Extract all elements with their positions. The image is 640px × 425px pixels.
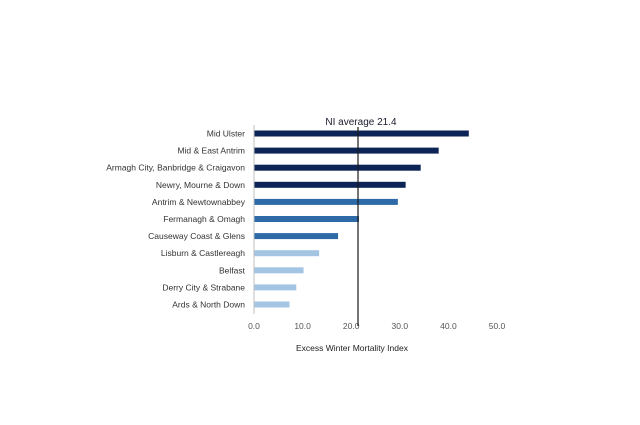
ni-average-label: NI average 21.4 [325, 117, 397, 128]
bar-4 [254, 198, 398, 205]
x-tick-label-2: 20.0 [343, 321, 360, 331]
category-label-7: Lisburn & Castlereagh [161, 248, 245, 258]
bar-7 [254, 250, 320, 257]
bar-1 [254, 147, 439, 154]
category-label-1: Mid & East Antrim [177, 146, 245, 156]
category-label-8: Belfast [219, 265, 246, 275]
bars-group [254, 130, 469, 308]
category-label-6: Causeway Coast & Glens [148, 231, 245, 241]
category-labels: Mid Ulster Mid & East Antrim Armagh City, … [106, 129, 245, 310]
bar-3 [254, 181, 406, 188]
category-label-9: Derry City & Strabane [162, 282, 245, 292]
x-axis-title: Excess Winter Mortality Index [296, 343, 409, 353]
category-label-10: Ards & North Down [172, 300, 245, 310]
category-label-4: Antrim & Newtownabbey [152, 197, 246, 207]
x-tick-label-4: 40.0 [440, 321, 457, 331]
bar-0 [254, 130, 469, 137]
category-label-0: Mid Ulster [207, 129, 245, 139]
category-label-2: Armagh City, Banbridge & Craigavon [106, 163, 245, 173]
x-tick-label-3: 30.0 [392, 321, 409, 331]
x-tick-label-0: 0.0 [248, 321, 260, 331]
category-label-3: Newry, Mourne & Down [156, 180, 245, 190]
x-tick-label-5: 50.0 [489, 321, 506, 331]
bar-9 [254, 284, 297, 291]
bar-2 [254, 164, 421, 171]
x-tick-label-1: 10.0 [294, 321, 311, 331]
bar-10 [254, 301, 290, 308]
x-tick-labels: 0.0 10.0 20.0 30.0 40.0 50.0 [248, 321, 505, 331]
bar-6 [254, 233, 339, 240]
category-label-5: Fermanagh & Omagh [163, 214, 245, 224]
bar-5 [254, 216, 359, 222]
bar-8 [254, 267, 304, 274]
